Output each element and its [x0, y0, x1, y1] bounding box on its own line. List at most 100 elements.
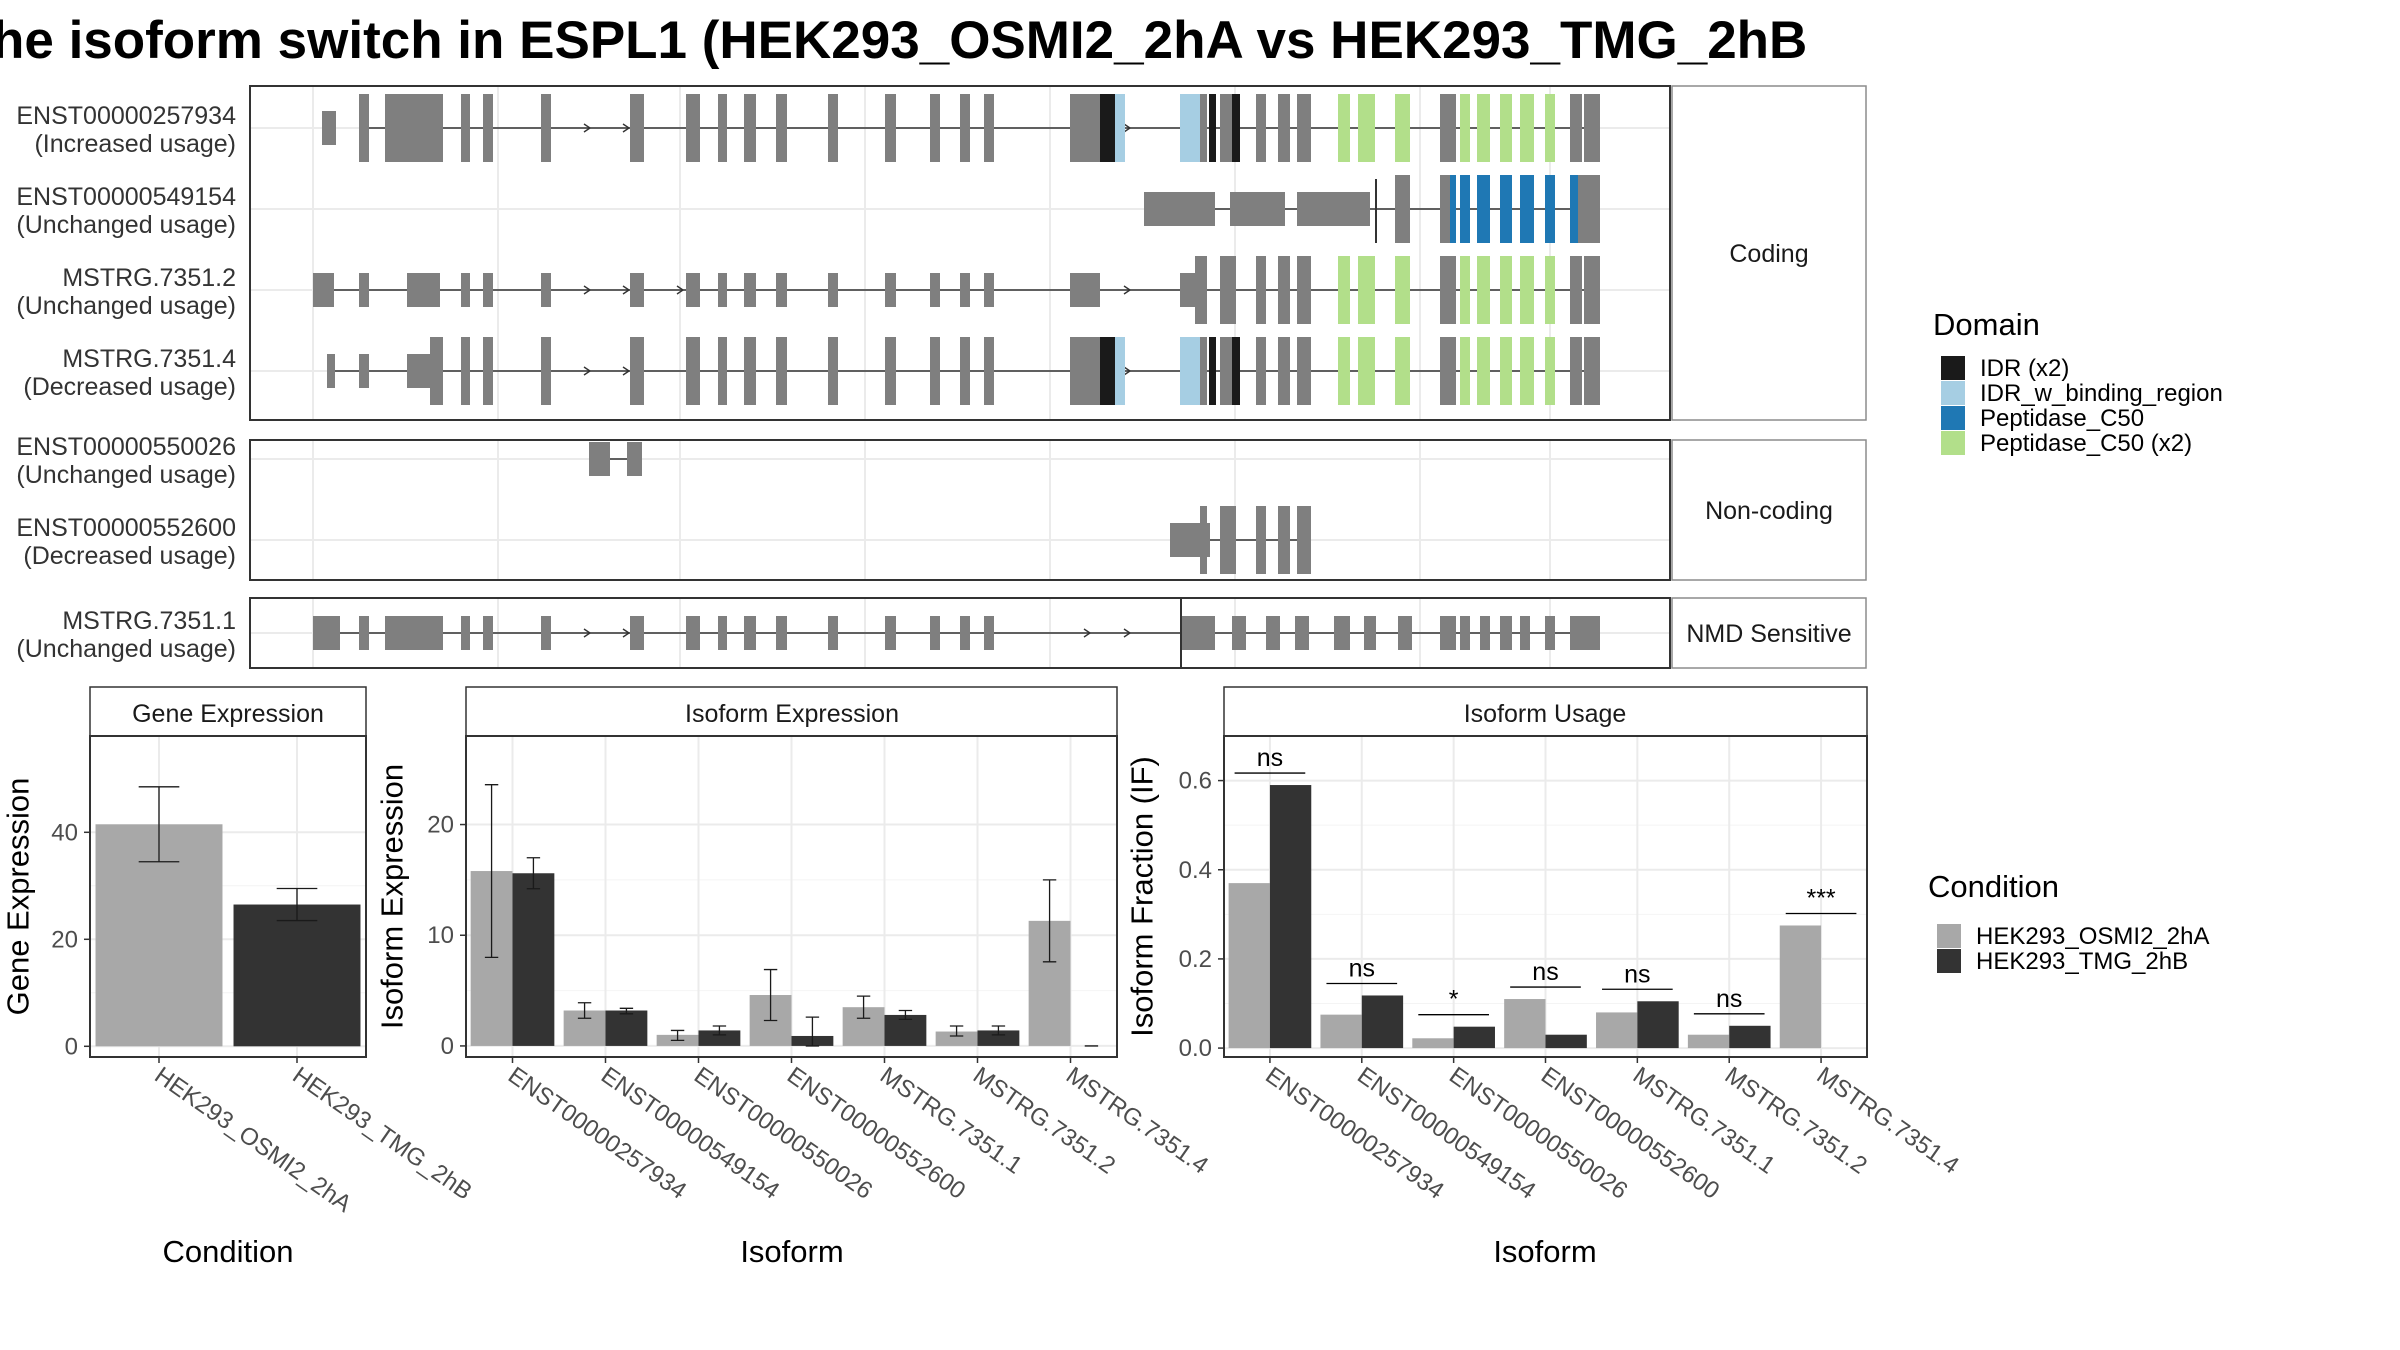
exon-block	[1500, 337, 1512, 405]
bar-HEK293_TMG_2hB-MSTRG.7351.2	[1729, 1025, 1771, 1049]
y-axis-title: Gene Expression	[1, 778, 36, 1016]
exon-block	[930, 337, 940, 405]
exon-block	[1200, 94, 1207, 162]
exon-block	[1460, 256, 1470, 324]
exon-block	[483, 273, 493, 307]
exon-block	[828, 94, 838, 162]
exon-block	[1070, 273, 1100, 307]
facet-panel-bg	[250, 440, 1670, 580]
strand-arrow	[1123, 366, 1132, 376]
exon-block	[313, 616, 340, 650]
exon-block	[1395, 337, 1410, 405]
strand-arrow	[583, 366, 592, 376]
facet-coding: ENST00000257934(Increased usage)ENST0000…	[16, 85, 1867, 421]
strand-arrow	[583, 628, 592, 638]
exon-block	[1395, 256, 1410, 324]
facet-label: Non-coding	[1705, 497, 1833, 525]
transcript-id-label: ENST00000550026	[16, 433, 236, 461]
exon-block	[322, 111, 336, 145]
exon-block	[1297, 337, 1311, 405]
exon-block	[984, 94, 994, 162]
exon-block	[1338, 337, 1350, 405]
exon-block	[1256, 256, 1266, 324]
exon-block	[1297, 94, 1311, 162]
facet-panel-border	[249, 439, 1671, 581]
y-tick-label: 40	[51, 819, 78, 846]
panel-title: Gene Expression	[132, 700, 324, 728]
exon-block	[885, 616, 896, 650]
transcript-id-label: ENST00000549154	[16, 183, 236, 211]
panel-title: Isoform Usage	[1464, 700, 1627, 728]
bar-HEK293_TMG_2hB	[233, 904, 361, 1047]
exon-block	[1545, 175, 1555, 243]
y-tick-label: 20	[51, 926, 78, 953]
exon-block	[1398, 616, 1412, 650]
significance-label: ns	[1349, 954, 1375, 982]
bar-HEK293_TMG_2hB-ENST00000550026	[1453, 1026, 1495, 1049]
exon-block	[930, 273, 940, 307]
exon-block	[1364, 616, 1376, 650]
exon-block	[1545, 337, 1555, 405]
x-axis-title: Isoform	[1493, 1234, 1596, 1269]
exon-block	[483, 337, 493, 405]
exon-block	[1520, 175, 1534, 243]
exon-block	[960, 273, 970, 307]
y-tick-label: 0.6	[1179, 768, 1212, 795]
significance-label: *	[1449, 986, 1459, 1014]
transcript-usage-label: (Unchanged usage)	[16, 211, 236, 239]
exon-block	[686, 273, 700, 307]
exon-block	[828, 273, 838, 307]
exon-block	[1170, 523, 1200, 557]
exon-block	[1200, 506, 1207, 574]
exon-block	[1115, 94, 1125, 162]
facet-strip	[1671, 597, 1867, 669]
exon-block	[407, 273, 440, 307]
error-bar	[619, 1007, 634, 1015]
exon-block	[1358, 337, 1375, 405]
panel-strip	[465, 686, 1118, 737]
exon-block	[1440, 175, 1450, 243]
exon-block	[359, 616, 369, 650]
strand-arrow	[583, 123, 592, 133]
transcript-usage-label: (Unchanged usage)	[16, 461, 236, 489]
strand-arrow	[583, 285, 592, 295]
exon-block	[1477, 337, 1490, 405]
transcript-MSTRG.7351.4: MSTRG.7351.4(Decreased usage)	[23, 337, 1600, 405]
y-tick-label: 0	[441, 1033, 454, 1060]
bar-HEK293_OSMI2_2hA-MSTRG.7351.2	[935, 1031, 978, 1046]
error-bar	[949, 1025, 964, 1037]
exon-block	[1395, 175, 1410, 243]
exon-block	[1545, 616, 1555, 650]
figure-title: he isoform switch in ESPL1 (HEK293_OSMI2…	[0, 11, 1807, 70]
exon-block	[461, 616, 470, 650]
exon-block	[1477, 94, 1490, 162]
facet-strip	[1671, 439, 1867, 581]
transcript-MSTRG.7351.1: MSTRG.7351.1(Unchanged usage)	[16, 599, 1600, 667]
exon-block	[718, 273, 727, 307]
error-bar	[856, 995, 871, 1019]
exon-block	[1570, 337, 1582, 405]
bar-HEK293_TMG_2hB-ENST00000549154	[1361, 995, 1404, 1049]
exon-block	[718, 616, 727, 650]
exon-block	[1460, 616, 1470, 650]
exon-block	[1450, 175, 1456, 243]
exon-block	[1070, 94, 1100, 162]
transcript-usage-label: (Unchanged usage)	[16, 292, 236, 320]
transcript-ENST00000549154: ENST00000549154(Unchanged usage)	[16, 175, 1600, 243]
exon-block	[385, 94, 443, 162]
transcript-id-label: ENST00000552600	[16, 514, 236, 542]
exon-block	[1232, 616, 1246, 650]
error-bar	[712, 1025, 727, 1036]
significance-label: ns	[1257, 744, 1283, 772]
exon-block	[1209, 337, 1216, 405]
condition-legend-label: HEK293_OSMI2_2hA	[1976, 923, 2209, 950]
exon-block	[1256, 506, 1266, 574]
exon-block	[1584, 94, 1600, 162]
strand-arrow	[622, 285, 631, 295]
exon-block	[744, 616, 756, 650]
strand-arrow	[622, 123, 631, 133]
exon-block	[1395, 94, 1410, 162]
transcript-usage-label: (Unchanged usage)	[16, 635, 236, 663]
exon-block	[1520, 94, 1534, 162]
